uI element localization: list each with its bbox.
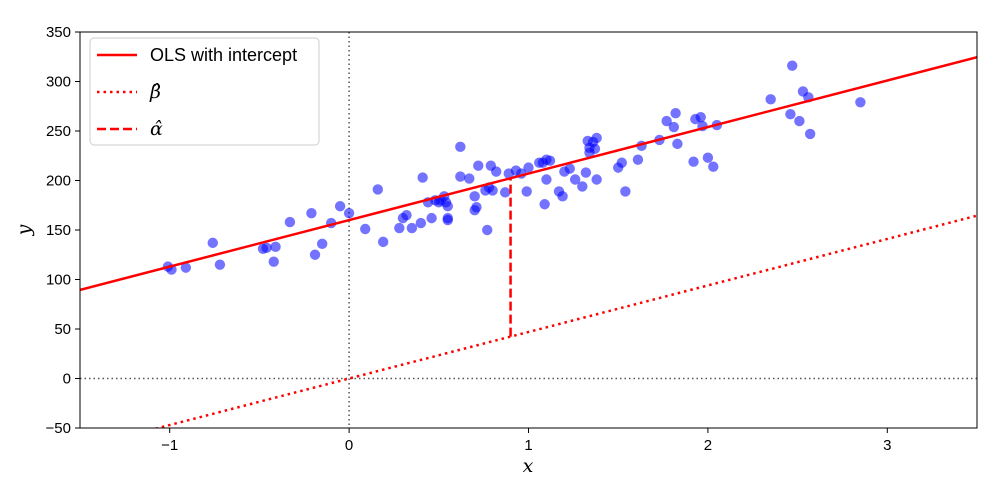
scatter-point [377,236,389,248]
scatter-point [591,174,602,185]
x-tick-label: 3 [883,437,891,454]
scatter-point [464,173,475,184]
y-tick-label: 350 [46,24,71,41]
legend-label-ols: OLS with intercept [150,45,297,65]
y-axis-label: y [13,224,35,236]
scatter-point [455,141,466,153]
scatter-point [270,241,281,253]
scatter-point [804,128,816,140]
scatter-point [787,60,798,71]
legend: OLS with intercept β̂ α̂ [89,37,320,146]
scatter-point [539,199,550,210]
scatter-point [580,167,592,178]
legend-label-alpha: α̂ [150,118,163,140]
scatter-point [455,171,466,182]
scatter-point [785,108,796,120]
scatter-point [564,163,575,174]
scatter-point [616,157,627,168]
scatter-point [668,121,680,133]
scatter-point [394,222,405,234]
scatter-point [284,216,296,228]
scatter-point [620,186,631,197]
scatter-point [672,138,683,150]
scatter-point [521,186,532,197]
scatter-point [569,174,581,185]
scatter-points [162,60,866,275]
y-tick-label: 150 [46,222,71,239]
x-tick-label: −1 [161,437,178,454]
y-tick-label: 100 [46,272,71,289]
scatter-point [491,166,502,177]
scatter-point [473,160,484,171]
scatter-point [415,217,427,229]
scatter-point [855,97,866,108]
scatter-point [401,209,412,221]
legend-label-beta: β̂ [149,81,161,103]
scatter-point [708,161,719,172]
scatter-point [487,185,498,196]
scatter-point [442,212,453,224]
scatter-point [544,155,556,166]
scatter-point [442,201,453,212]
scatter-point [261,242,272,254]
scatter-point [309,249,321,260]
x-tick-label: 1 [524,437,532,454]
scatter-point [417,172,428,183]
scatter-point [471,202,482,213]
x-tick-label: 0 [345,437,353,454]
scatter-point [316,238,328,250]
scatter-point [372,184,384,195]
reference-lines [80,32,977,428]
y-tick-label: 300 [46,74,71,91]
y-tick-label: −50 [46,420,71,437]
x-axis-ticks: −1 0 1 2 3 [161,428,891,454]
scatter-point [469,191,480,202]
y-tick-label: 250 [46,123,71,140]
scatter-point [214,259,226,270]
scatter-point [482,224,493,236]
scatter-point [268,256,279,267]
fit-lines [80,56,977,428]
scatter-point [794,115,805,127]
scatter-point [589,143,601,155]
x-tick-label: 2 [704,437,712,454]
scatter-point [180,262,192,273]
scatter-point [523,162,534,173]
y-tick-label: 200 [46,173,71,190]
scatter-point [765,94,776,105]
scatter-point [670,107,681,119]
scatter-point [591,132,602,144]
scatter-point [360,223,371,235]
scatter-point [661,115,672,127]
x-axis-label: x [523,455,534,477]
y-axis-ticks: −50 0 50 100 150 200 250 300 350 [46,24,80,437]
scatter-point [541,174,552,185]
scatter-point [306,207,317,219]
y-tick-label: 50 [54,321,71,338]
y-tick-label: 0 [63,371,71,388]
legend-box [89,37,320,146]
beta-line [153,214,977,428]
scatter-point [426,212,437,224]
scatter-point [207,237,218,249]
scatter-point [695,111,706,123]
scatter-point [577,181,588,192]
ols-line [80,56,977,292]
scatter-point [702,152,714,163]
scatter-point [334,201,346,212]
scatter-point [557,191,568,202]
scatter-point [406,222,418,234]
scatter-point [343,207,355,219]
scatter-point [688,156,699,167]
scatter-point [499,187,511,198]
scatter-point [632,154,644,165]
